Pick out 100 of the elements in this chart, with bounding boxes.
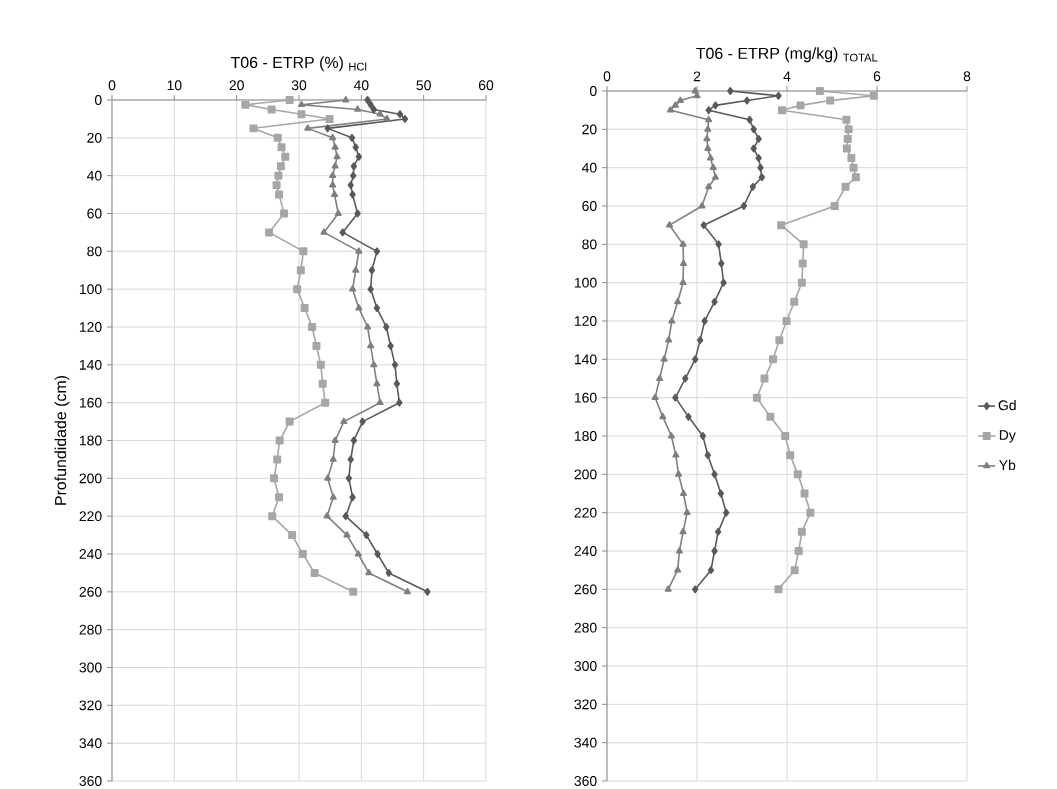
point (364, 323, 372, 330)
point (355, 247, 363, 254)
y-tick-label: 320 (574, 699, 597, 710)
y-tick-label: 360 (574, 776, 597, 786)
point (666, 221, 674, 228)
point (705, 182, 713, 190)
x-tick-label: 20 (229, 80, 244, 91)
point (298, 550, 307, 558)
point (750, 144, 757, 153)
point (268, 512, 277, 521)
x-tick-label: 60 (478, 80, 494, 91)
y-tick-label: 300 (79, 662, 102, 673)
point (775, 91, 782, 100)
point (717, 489, 725, 498)
point (352, 266, 360, 273)
point (297, 100, 306, 108)
point (797, 527, 806, 536)
point (345, 474, 353, 483)
point (339, 228, 346, 237)
point (711, 547, 718, 555)
point (383, 114, 391, 122)
point (277, 143, 286, 152)
point (325, 114, 334, 123)
point (318, 379, 327, 388)
point (666, 106, 675, 113)
point (273, 133, 282, 142)
point (310, 568, 319, 577)
point (288, 531, 297, 540)
y-tick-label: 240 (574, 546, 597, 556)
point (331, 162, 339, 169)
point (700, 221, 707, 230)
point (364, 96, 371, 104)
point (679, 259, 688, 266)
point (774, 585, 783, 594)
point (331, 143, 339, 150)
point (280, 209, 289, 218)
point (797, 278, 806, 287)
point (370, 105, 377, 114)
point (672, 393, 679, 402)
point (750, 125, 757, 134)
y-tick-label: 120 (79, 322, 102, 332)
point (777, 221, 786, 230)
point (349, 190, 356, 199)
point (679, 240, 687, 247)
point (815, 87, 824, 95)
point (692, 355, 699, 364)
point (826, 96, 835, 105)
point (373, 304, 381, 313)
y-tick-label: 300 (574, 661, 597, 671)
point (714, 527, 722, 536)
point (329, 493, 337, 500)
point (757, 163, 764, 172)
point (349, 587, 358, 596)
point (350, 436, 358, 445)
point (370, 360, 378, 368)
point (672, 451, 680, 458)
point (373, 379, 381, 387)
point (705, 106, 712, 115)
y-tick-label: 60 (582, 201, 597, 211)
point (679, 278, 687, 286)
point (299, 247, 308, 256)
point (403, 587, 412, 595)
point (671, 101, 679, 108)
point (275, 493, 284, 502)
point (330, 190, 339, 197)
y-tick-label: 220 (79, 511, 102, 522)
point (740, 202, 747, 210)
point (786, 451, 795, 460)
point (844, 125, 853, 134)
point (782, 317, 791, 325)
point (350, 162, 358, 171)
point (749, 182, 756, 191)
point (720, 278, 727, 287)
point (668, 317, 676, 324)
y-tick-label: 40 (581, 162, 597, 173)
point (707, 566, 715, 575)
point (743, 96, 751, 105)
point (359, 417, 366, 426)
x-tick-label: 8 (963, 71, 971, 82)
y-tick-label: 280 (79, 624, 102, 635)
point (374, 550, 381, 558)
point (352, 143, 359, 152)
point (267, 105, 276, 114)
y-tick-label: 180 (79, 435, 102, 446)
y-tick-label: 160 (79, 397, 102, 408)
point (308, 323, 317, 331)
point (304, 124, 312, 131)
x-tick-label: 10 (167, 80, 182, 91)
y-tick-label: 40 (86, 170, 102, 181)
y-tick-label: 120 (574, 316, 597, 326)
point (798, 259, 807, 268)
point (651, 393, 659, 401)
point (387, 341, 394, 350)
point (365, 568, 373, 576)
point (385, 568, 392, 577)
point (329, 171, 337, 179)
point (297, 110, 306, 119)
point (331, 436, 339, 443)
point (704, 144, 712, 151)
point (281, 152, 290, 161)
